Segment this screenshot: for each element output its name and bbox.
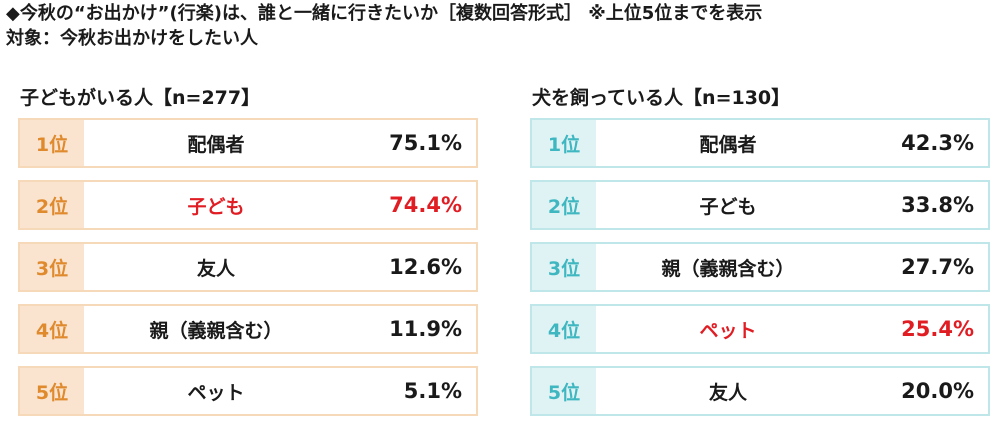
rank-label: 2位 — [20, 182, 84, 228]
ranking-row: 3位 親（義親含む） 27.7% — [530, 242, 990, 292]
percentage-value: 33.8% — [901, 193, 974, 217]
companion-label: 友人 — [196, 257, 235, 280]
companion-label: 親（義親含む） — [661, 257, 795, 280]
ranking-row: 3位 友人 12.6% — [18, 242, 478, 292]
companion-label: 配偶者 — [187, 133, 245, 156]
panel-heading-children: 子どもがいる人【n=277】 — [20, 87, 261, 109]
percentage-value: 27.7% — [901, 255, 974, 279]
percentage-value: 20.0% — [901, 379, 974, 403]
panel-dog-owners: 犬を飼っている人【n=130】 1位 配偶者 42.3% 2位 子ども 33.8% 3位 親（… — [530, 86, 990, 416]
percentage-value: 5.1% — [403, 379, 462, 403]
rank-label: 1位 — [532, 120, 596, 166]
percentage-value: 75.1% — [389, 131, 462, 155]
chart-subtitle: 対象：今秋お出かけをしたい人 — [6, 28, 258, 49]
ranking-row: 5位 ペット 5.1% — [18, 366, 478, 416]
companion-label: ペット — [699, 319, 757, 342]
rank-label: 5位 — [532, 368, 596, 414]
rank-label: 1位 — [20, 120, 84, 166]
companion-label: ペット — [187, 381, 245, 404]
ranking-row: 5位 友人 20.0% — [530, 366, 990, 416]
ranking-row: 1位 配偶者 42.3% — [530, 118, 990, 168]
percentage-value: 12.6% — [389, 255, 462, 279]
rank-label: 2位 — [532, 182, 596, 228]
ranking-row: 2位 子ども 33.8% — [530, 180, 990, 230]
percentage-value: 11.9% — [389, 317, 462, 341]
rank-label: 5位 — [20, 368, 84, 414]
rank-label: 3位 — [532, 244, 596, 290]
percentage-value: 42.3% — [901, 131, 974, 155]
rank-label: 3位 — [20, 244, 84, 290]
chart-title: ◆今秋の“お出かけ”(行楽)は、誰と一緒に行きたいか［複数回答形式］ ※上位5位… — [6, 3, 763, 24]
companion-label: 配偶者 — [699, 133, 757, 156]
ranking-row: 1位 配偶者 75.1% — [18, 118, 478, 168]
companion-label: 友人 — [708, 381, 747, 404]
percentage-value: 74.4% — [389, 193, 462, 217]
percentage-value: 25.4% — [901, 317, 974, 341]
panel-heading-dog-owners: 犬を飼っている人【n=130】 — [532, 87, 791, 109]
companion-label: 子ども — [699, 195, 757, 218]
ranking-row: 4位 ペット 25.4% — [530, 304, 990, 354]
panel-children: 子どもがいる人【n=277】 1位 配偶者 75.1% 2位 子ども 74.4% 3位 友人 1… — [18, 86, 478, 416]
companion-label: 親（義親含む） — [149, 319, 283, 342]
ranking-row: 2位 子ども 74.4% — [18, 180, 478, 230]
rank-label: 4位 — [532, 306, 596, 352]
companion-label: 子ども — [187, 195, 245, 218]
rank-label: 4位 — [20, 306, 84, 352]
ranking-row: 4位 親（義親含む） 11.9% — [18, 304, 478, 354]
